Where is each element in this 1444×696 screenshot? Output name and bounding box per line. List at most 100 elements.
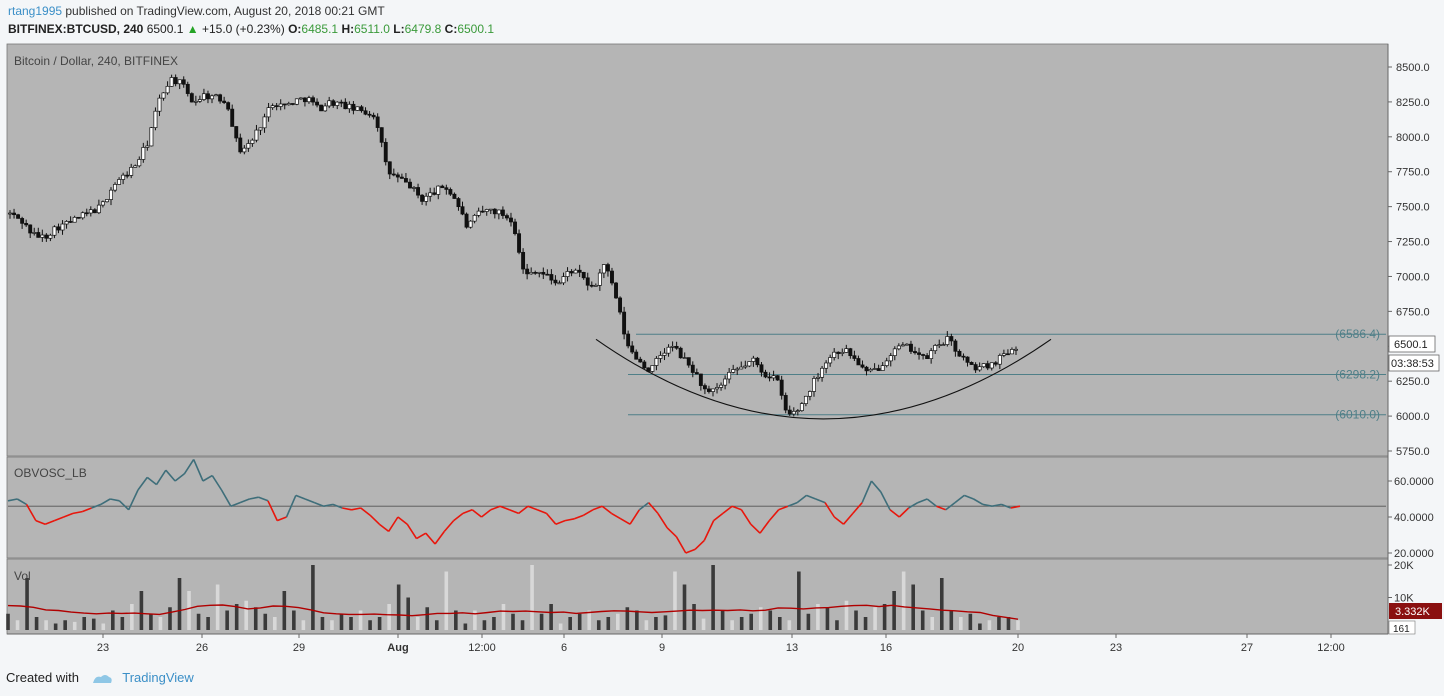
candle-down xyxy=(408,181,412,189)
candle-down xyxy=(504,215,509,219)
level-label: (6298.2) xyxy=(1335,367,1380,381)
time-axis[interactable]: 23 26 29 Aug 12:00 6 9 13 16 20 23 27 12:00 xyxy=(97,634,1345,654)
candle-up xyxy=(888,355,893,362)
osc-segment xyxy=(583,509,594,516)
candle-down xyxy=(993,362,998,365)
osc-segment xyxy=(54,516,64,522)
osc-tick-label: 40.0000 xyxy=(1394,512,1434,524)
candle-down xyxy=(173,77,178,85)
candle-down xyxy=(351,103,356,111)
candle-down xyxy=(549,274,554,281)
oscillator-panel-title: OBVOSC_LB xyxy=(14,466,87,480)
osc-segment xyxy=(220,489,232,507)
price-axis[interactable]: 8500.0 8250.0 8000.0 7750.0 7500.0 7250.0 7000… xyxy=(1388,62,1430,458)
volume-bar xyxy=(272,617,277,630)
author-link[interactable]: rtang1995 xyxy=(8,4,63,18)
volume-bar xyxy=(758,607,763,630)
volume-bar xyxy=(177,578,182,630)
osc-segment xyxy=(183,458,195,475)
osc-segment xyxy=(471,509,482,518)
candle-up xyxy=(109,189,113,200)
candle-up xyxy=(650,365,655,372)
volume-bar xyxy=(692,604,696,630)
symbol-info: BITFINEX:BTCUSD, 240 6500.1 ▲ +15.0 (+0.… xyxy=(8,22,494,36)
candle-down xyxy=(24,223,29,226)
volume-ma-line xyxy=(7,604,1019,620)
osc-segment xyxy=(685,548,696,554)
volume-bar xyxy=(444,571,449,630)
candle-up xyxy=(1014,348,1018,351)
osc-segment xyxy=(323,503,334,507)
oscillator-panel[interactable] xyxy=(6,456,1389,559)
osc-segment xyxy=(453,512,464,522)
price-panel[interactable] xyxy=(6,43,1389,457)
volume-bar xyxy=(120,617,125,630)
candle-down xyxy=(638,358,643,363)
osc-segment xyxy=(351,507,361,511)
volume-bar xyxy=(625,607,630,630)
volume-bar xyxy=(349,617,353,630)
osc-segment xyxy=(824,502,835,518)
osc-segment xyxy=(63,512,74,518)
chart-area[interactable]: Bitcoin / Dollar, 240, BITFINEX OBVOSC_L… xyxy=(0,0,1444,668)
candle-up xyxy=(100,201,105,206)
candle-up xyxy=(64,221,69,225)
volume-bar xyxy=(987,620,992,630)
candle-down xyxy=(787,409,792,415)
candle-down xyxy=(416,187,421,196)
osc-segment xyxy=(462,509,473,515)
osc-segment xyxy=(629,509,641,525)
time-tick-label: 23 xyxy=(1110,642,1122,654)
candle-up xyxy=(743,365,748,368)
tradingview-link[interactable]: TradingView xyxy=(122,670,194,685)
candle-down xyxy=(698,373,703,386)
candle-up xyxy=(48,234,53,239)
osc-segment xyxy=(118,500,130,511)
osc-segment xyxy=(731,505,742,511)
candle-down xyxy=(311,97,315,103)
candle-down xyxy=(399,176,404,179)
osc-segment xyxy=(155,469,167,486)
candle-down xyxy=(969,361,974,365)
candle-up xyxy=(117,179,122,185)
candle-up xyxy=(557,282,562,285)
candle-up xyxy=(771,375,776,379)
volume-bar xyxy=(91,618,96,630)
volume-bar xyxy=(835,620,839,630)
osc-segment xyxy=(25,504,37,521)
volume-bar xyxy=(1006,617,1011,630)
candle-down xyxy=(585,277,590,286)
osc-segment xyxy=(545,512,557,525)
osc-segment xyxy=(759,520,770,534)
volume-bar xyxy=(263,613,268,630)
candle-up xyxy=(816,376,820,379)
candle-down xyxy=(222,100,227,103)
candle-down xyxy=(775,375,780,381)
candle-down xyxy=(876,368,881,371)
volume-bar xyxy=(253,607,258,630)
volume-bar xyxy=(244,600,249,630)
volume-panel[interactable] xyxy=(6,558,1389,635)
candle-down xyxy=(444,187,449,190)
osc-segment xyxy=(982,503,993,507)
candle-down xyxy=(432,192,437,195)
osc-segment xyxy=(109,498,120,502)
candle-up xyxy=(355,106,360,111)
candle-down xyxy=(961,355,966,358)
candle-up xyxy=(424,195,429,202)
volume-axis[interactable]: 20K 10K xyxy=(1388,560,1414,605)
volume-bar xyxy=(320,617,325,630)
candle-down xyxy=(371,114,376,118)
rounded-bottom-curve[interactable] xyxy=(595,338,1052,420)
time-tick-label: 20 xyxy=(1012,642,1024,654)
candle-down xyxy=(605,264,610,272)
candle-down xyxy=(973,364,978,371)
price-tick-label: 6250.0 xyxy=(1396,376,1430,388)
osc-segment xyxy=(211,475,223,491)
oscillator-axis[interactable]: 60.0000 40.0000 20.0000 xyxy=(1388,476,1434,560)
osc-segment xyxy=(16,498,27,506)
candle-down xyxy=(387,161,392,175)
osc-segment xyxy=(304,498,315,504)
osc-segment xyxy=(898,507,910,518)
price-tick-label: 7500.0 xyxy=(1396,202,1430,214)
